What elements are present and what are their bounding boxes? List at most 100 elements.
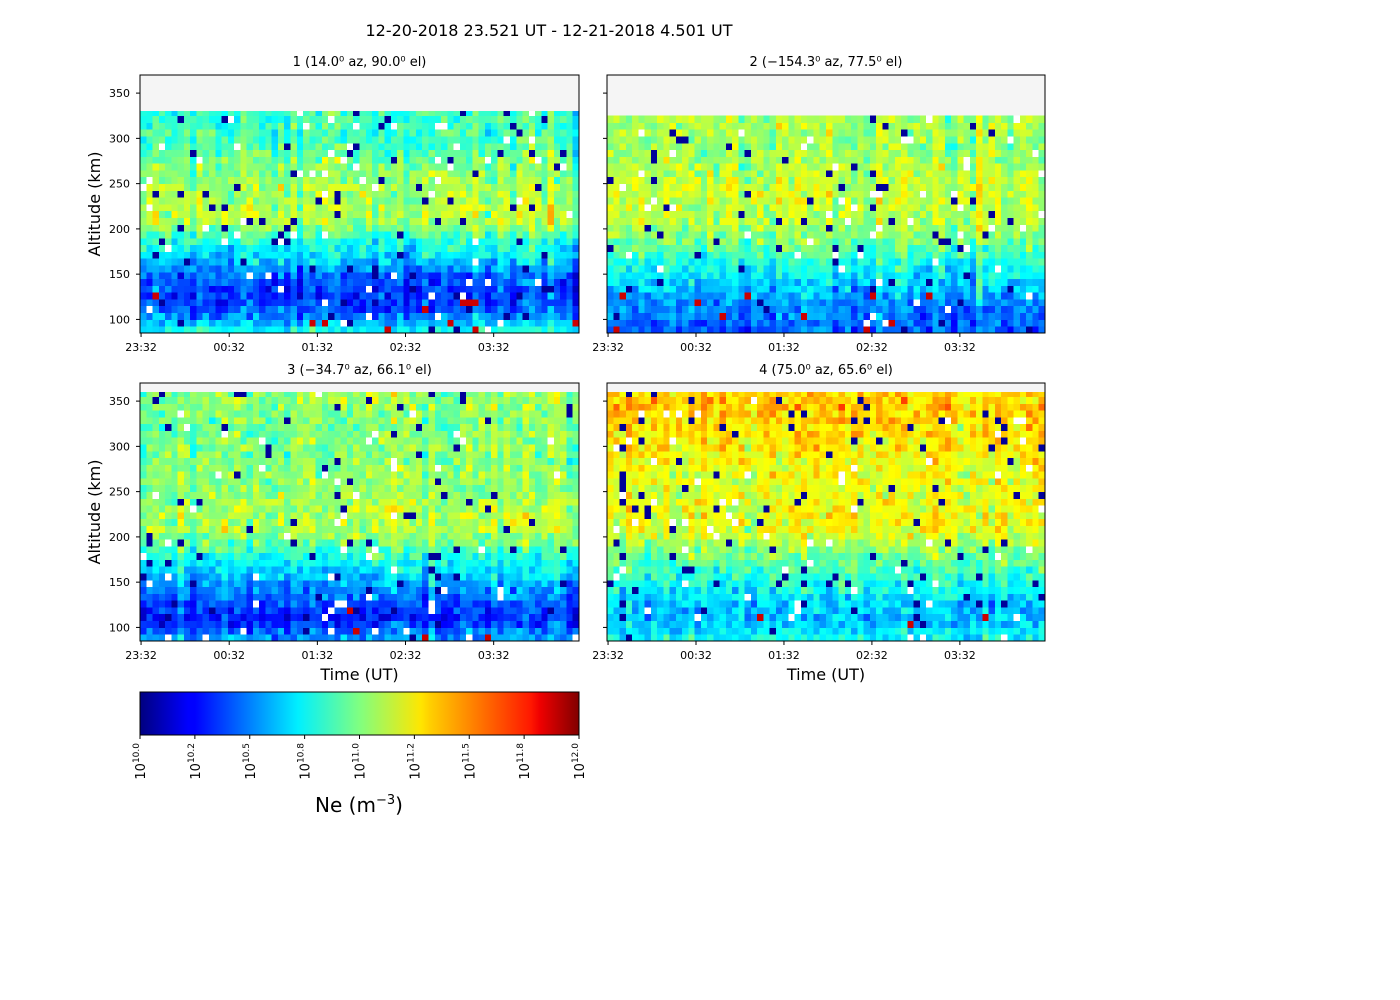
heatmap-cell	[165, 176, 172, 185]
heatmap-cell	[240, 210, 248, 218]
heatmap-cell	[669, 299, 677, 307]
heatmap-cell	[688, 142, 695, 151]
heatmap-cell	[675, 312, 683, 320]
heatmap-cell	[688, 292, 695, 300]
heatmap-cell	[328, 115, 335, 123]
heatmap-cell	[321, 271, 329, 280]
heatmap-cell	[700, 319, 708, 327]
heatmap-cell	[888, 278, 896, 286]
heatmap-cell	[1013, 285, 1021, 293]
heatmap-cell	[619, 231, 627, 239]
heatmap-cell	[994, 115, 1002, 123]
heatmap-cell	[152, 498, 160, 506]
heatmap-cell	[171, 559, 179, 567]
heatmap-cell	[359, 292, 367, 300]
heatmap-cell	[963, 176, 971, 185]
heatmap-cell	[165, 498, 172, 506]
heatmap-cell	[309, 149, 316, 157]
heatmap-cell	[669, 149, 677, 157]
heatmap-cell	[547, 217, 555, 225]
heatmap-cell	[669, 244, 677, 252]
heatmap-cell	[553, 122, 561, 130]
heatmap-cell	[700, 258, 708, 266]
heatmap-cell	[807, 312, 814, 320]
heatmap-cell	[619, 258, 627, 266]
heatmap-cell	[466, 258, 473, 266]
heatmap-cell	[459, 115, 467, 123]
heatmap-cell	[826, 149, 833, 157]
heatmap-cell	[807, 129, 814, 137]
heatmap-cell	[969, 129, 977, 137]
heatmap-cell	[171, 620, 179, 628]
heatmap-cell	[453, 292, 461, 300]
heatmap-cell	[832, 305, 839, 314]
heatmap-cell	[196, 593, 204, 601]
heatmap-cell	[146, 111, 153, 117]
heatmap-cell	[484, 136, 492, 144]
heatmap-cell	[976, 237, 983, 246]
heatmap-cell	[466, 210, 473, 218]
heatmap-cell	[650, 299, 658, 307]
heatmap-cell	[844, 265, 852, 273]
heatmap-cell	[321, 265, 329, 273]
heatmap-cell	[688, 156, 695, 164]
heatmap-cell	[738, 271, 746, 280]
heatmap-cell	[221, 111, 229, 117]
heatmap-cell	[913, 136, 921, 144]
heatmap-cell	[638, 237, 645, 246]
heatmap-cell	[700, 142, 708, 151]
heatmap-cell	[669, 197, 677, 205]
heatmap-cell	[944, 285, 952, 293]
heatmap-cell	[365, 163, 373, 171]
heatmap-cell	[372, 142, 379, 151]
heatmap-cell	[713, 244, 721, 252]
heatmap-cell	[800, 136, 808, 144]
heatmap-cell	[246, 122, 254, 130]
heatmap-cell	[353, 190, 360, 198]
heatmap-cell	[750, 129, 758, 137]
heatmap-cell	[863, 115, 871, 123]
heatmap-cell	[478, 237, 486, 246]
heatmap-cell	[334, 149, 342, 157]
heatmap-cell	[694, 312, 702, 320]
heatmap-cell	[384, 170, 392, 178]
heatmap-cell	[682, 190, 689, 198]
heatmap-cell	[625, 204, 633, 212]
heatmap-cell	[202, 305, 210, 314]
heatmap-cell	[234, 111, 241, 117]
heatmap-cell	[657, 258, 664, 266]
heatmap-cell	[434, 231, 442, 239]
heatmap-cell	[528, 111, 536, 117]
heatmap-cell	[290, 142, 298, 151]
heatmap-cell	[1013, 224, 1021, 232]
heatmap-cell	[171, 525, 179, 533]
heatmap-cell	[510, 244, 517, 252]
heatmap-cell	[259, 204, 266, 212]
heatmap-cell	[390, 163, 398, 171]
heatmap-cell	[177, 464, 185, 472]
heatmap-cell	[694, 197, 702, 205]
heatmap-cell	[497, 292, 505, 300]
heatmap-cell	[284, 142, 291, 151]
heatmap-cell	[466, 251, 473, 259]
heatmap-cell	[158, 129, 166, 137]
heatmap-cell	[365, 210, 373, 218]
heatmap-cell	[484, 210, 492, 218]
heatmap-cell	[650, 312, 658, 320]
heatmap-cell	[309, 258, 316, 266]
heatmap-cell	[1001, 258, 1008, 266]
heatmap-cell	[675, 142, 683, 151]
heatmap-cell	[732, 258, 739, 266]
heatmap-cell	[769, 319, 777, 327]
heatmap-cell	[775, 224, 783, 232]
heatmap-cell	[553, 237, 561, 246]
heatmap-cell	[353, 299, 360, 307]
heatmap-cell	[472, 136, 480, 144]
heatmap-cell	[700, 156, 708, 164]
heatmap-cell	[907, 292, 914, 300]
heatmap-cell	[183, 156, 191, 164]
heatmap-cell	[183, 552, 191, 560]
heatmap-cell	[572, 326, 580, 334]
heatmap-cell	[607, 305, 614, 314]
heatmap-cell	[472, 299, 480, 307]
